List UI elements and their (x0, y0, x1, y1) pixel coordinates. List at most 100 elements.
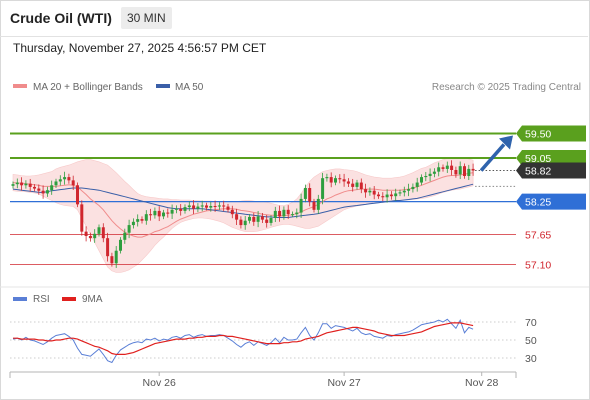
candle-body (269, 218, 273, 223)
candle-body (174, 208, 178, 210)
ma50-line (12, 183, 474, 218)
level-label-59-05: 59.05 (525, 153, 551, 165)
candle-body (183, 207, 187, 211)
rsi-panel: 70 50 30 (10, 317, 537, 365)
rsi-ma-legend-label: 9MA (82, 294, 103, 305)
candle-body (355, 182, 359, 187)
level-tag-59-05 (516, 150, 586, 166)
candle-body (119, 239, 122, 251)
candle-body (54, 181, 58, 186)
rsi-legend-swatch (13, 297, 27, 301)
timeframe-badge[interactable]: 30 MIN (121, 7, 172, 29)
ma20-legend-swatch (13, 84, 27, 88)
rsi-line (12, 318, 474, 364)
candle-body (273, 210, 277, 218)
candle-body (291, 214, 294, 216)
candle-body (278, 210, 282, 217)
candle-body (28, 183, 32, 187)
candle-body (402, 190, 406, 193)
current-price-tag (516, 162, 586, 179)
candle-body (123, 232, 127, 240)
time-axis: Nov 26 Nov 27 Nov 28 (9, 371, 517, 389)
candle-body (114, 250, 118, 264)
candle-body (381, 196, 385, 198)
research-credit: Research © 2025 Trading Central (432, 82, 581, 93)
candle-body (235, 214, 239, 220)
candle-body (58, 179, 62, 182)
candle-body (458, 166, 462, 175)
candle-body (209, 206, 213, 208)
candle-body (420, 177, 423, 183)
candle-body (441, 167, 445, 169)
candle-body (140, 219, 144, 221)
candle-body (295, 212, 299, 215)
candle-body (63, 177, 67, 180)
candle-body (467, 168, 471, 176)
candle-body (243, 220, 247, 226)
candle-body (217, 205, 221, 207)
candle-body (248, 216, 251, 221)
candle-body (179, 208, 183, 211)
candle-body (93, 233, 97, 239)
candle-body (131, 221, 135, 226)
candle-body (385, 194, 389, 198)
candle-body (24, 183, 28, 186)
ma20-line (12, 172, 474, 238)
candle-body (88, 236, 92, 239)
candle-body (415, 182, 419, 187)
candle-body (222, 205, 226, 207)
candle-body (398, 192, 402, 194)
candle-body (76, 185, 79, 205)
candle-body (97, 227, 101, 234)
candle-body (437, 167, 441, 172)
candle-body (260, 216, 264, 220)
candle-body (20, 182, 24, 186)
candle-body (334, 178, 337, 183)
candle-body (41, 190, 45, 194)
candle-body (226, 206, 230, 210)
candle-body (321, 178, 325, 199)
candle-body (312, 201, 316, 210)
candle-body (351, 183, 355, 187)
candle-body (252, 216, 256, 222)
candle-body (166, 212, 170, 214)
candle-body (432, 171, 436, 174)
candle-body (454, 170, 458, 175)
candle-body (153, 210, 157, 216)
candle-body (377, 194, 380, 197)
rsi-tick-label-30: 30 (525, 353, 537, 365)
level-label-59-50: 59.50 (525, 128, 551, 140)
candle-body (205, 205, 208, 208)
candle-body (282, 209, 286, 217)
candle-body (84, 231, 88, 236)
ma50-legend-swatch (156, 84, 170, 88)
candle-body (316, 198, 320, 210)
candle-body (450, 165, 454, 170)
candle-body (11, 184, 15, 186)
candle-body (364, 189, 368, 193)
level-label-58-25: 58.25 (525, 197, 551, 209)
candle-body (394, 193, 398, 197)
candle-body (372, 190, 376, 195)
level-tag-59-50 (516, 125, 586, 142)
level-label-57-10: 57.10 (525, 259, 551, 271)
candle-body (359, 182, 363, 190)
time-tick-label: Nov 28 (465, 377, 498, 389)
candle-body (110, 256, 114, 264)
current-price-label: 58.82 (525, 166, 551, 178)
candle-body (101, 227, 105, 239)
candle-body (308, 188, 312, 202)
candle-body (213, 206, 217, 207)
rsi-legend: RSI 9MA (13, 294, 103, 305)
candle-body (136, 219, 140, 222)
rsi-legend-label: RSI (33, 294, 50, 305)
instrument-title: Crude Oil (WTI) (10, 10, 112, 26)
candle-body (196, 206, 200, 209)
candle-body (50, 185, 54, 191)
target-arrow-head (499, 135, 513, 150)
candle-body (106, 238, 110, 257)
candle-body (346, 181, 350, 184)
candlesticks (11, 160, 475, 268)
candle-body (149, 214, 153, 216)
candle-body (342, 179, 346, 182)
